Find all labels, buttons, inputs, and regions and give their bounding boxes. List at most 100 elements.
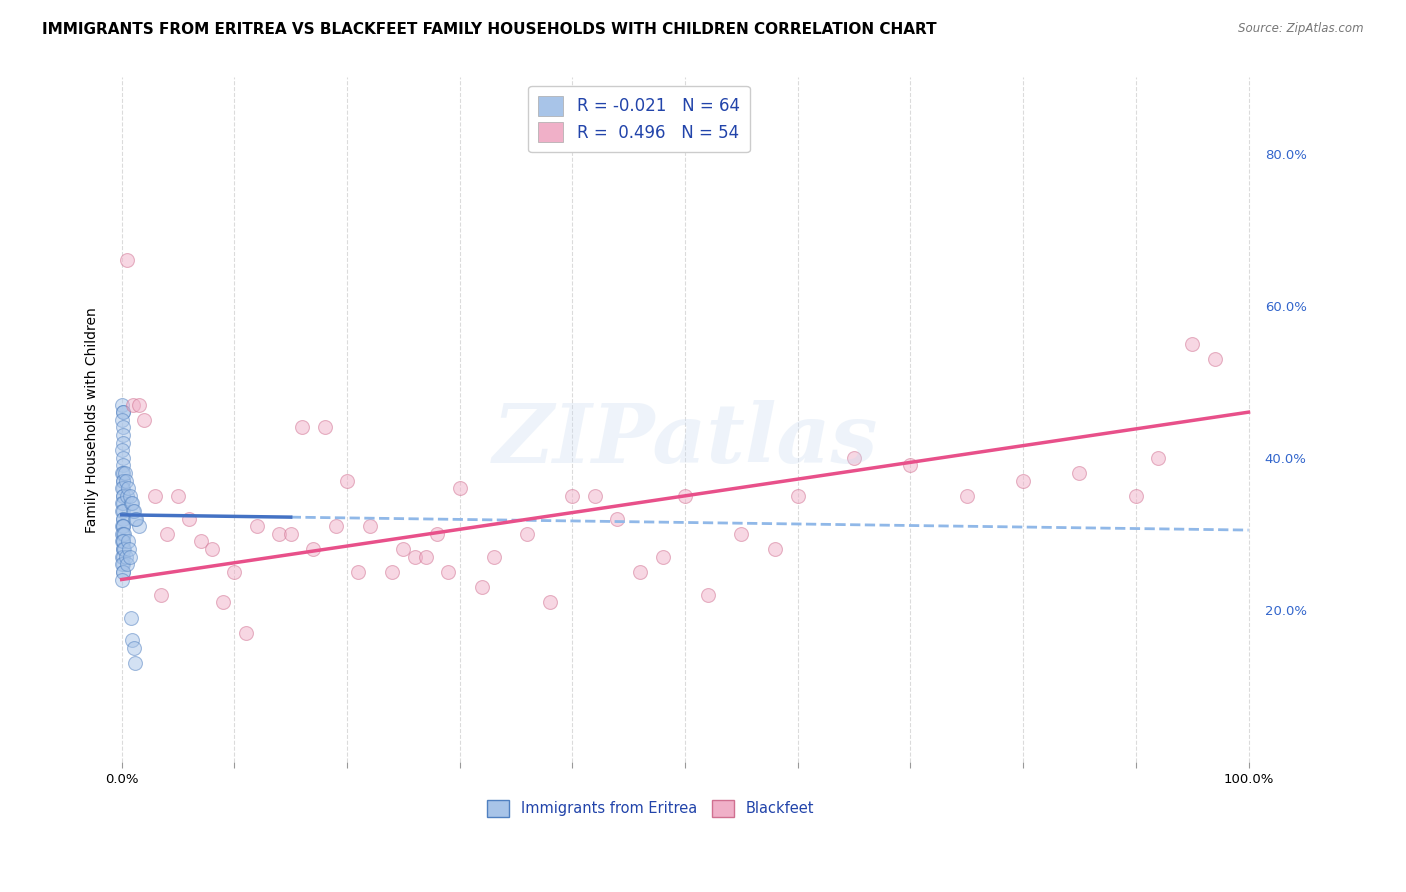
Point (134, 413, 156, 427)
Point (516, 527, 538, 541)
Point (437, 565, 460, 579)
Point (111, 496, 134, 510)
Point (111, 565, 134, 579)
Point (381, 565, 404, 579)
Point (842, 450, 865, 465)
Point (449, 481, 471, 495)
Point (111, 565, 134, 579)
Point (111, 398, 134, 412)
Point (120, 549, 142, 564)
Point (291, 420, 314, 434)
Point (359, 519, 381, 533)
Point (583, 489, 606, 503)
Point (426, 527, 449, 541)
Point (122, 398, 145, 412)
Point (900, 458, 922, 473)
Point (325, 519, 347, 533)
Point (114, 549, 136, 564)
Point (1069, 466, 1091, 480)
Point (117, 489, 139, 503)
Point (122, 504, 145, 518)
Point (111, 534, 134, 549)
Point (212, 595, 235, 609)
Point (673, 489, 696, 503)
Point (111, 489, 134, 503)
Point (111, 527, 134, 541)
Point (786, 489, 808, 503)
Point (111, 549, 134, 564)
Text: IMMIGRANTS FROM ERITREA VS BLACKFEET FAMILY HOUSEHOLDS WITH CHILDREN CORRELATION: IMMIGRANTS FROM ERITREA VS BLACKFEET FAM… (42, 22, 936, 37)
Point (246, 519, 269, 533)
Point (956, 489, 979, 503)
Point (111, 405, 134, 419)
Point (114, 542, 136, 557)
Point (347, 565, 370, 579)
Point (111, 542, 134, 557)
Point (112, 527, 135, 541)
Point (111, 466, 134, 480)
Point (111, 504, 134, 518)
Point (1204, 351, 1226, 366)
Point (111, 474, 134, 488)
Point (117, 252, 139, 267)
Point (111, 558, 134, 572)
Point (112, 474, 135, 488)
Point (1181, 336, 1204, 351)
Point (628, 565, 651, 579)
Point (111, 558, 134, 572)
Point (1012, 474, 1035, 488)
Point (128, 398, 150, 412)
Text: ZIPatlas: ZIPatlas (492, 401, 877, 480)
Point (156, 527, 179, 541)
Point (150, 588, 173, 602)
Point (128, 519, 150, 533)
Point (235, 625, 257, 640)
Point (111, 458, 134, 473)
Point (145, 489, 167, 503)
Point (122, 640, 145, 655)
Point (111, 466, 134, 480)
Point (111, 420, 134, 434)
Point (111, 481, 134, 495)
Point (111, 519, 134, 533)
Point (111, 549, 134, 564)
Point (124, 656, 146, 670)
Point (111, 519, 134, 533)
Point (117, 534, 139, 549)
Point (112, 534, 135, 549)
Point (471, 580, 494, 594)
Point (111, 527, 134, 541)
Point (1125, 489, 1147, 503)
Point (111, 511, 134, 525)
Point (115, 474, 138, 488)
Point (730, 527, 752, 541)
Point (763, 542, 786, 557)
Point (201, 542, 224, 557)
Point (392, 542, 415, 557)
Point (415, 549, 437, 564)
Point (111, 519, 134, 533)
Point (118, 542, 141, 557)
Point (111, 511, 134, 525)
Point (404, 549, 426, 564)
Point (120, 496, 142, 510)
Point (111, 496, 134, 510)
Point (118, 489, 141, 503)
Point (120, 610, 142, 624)
Point (538, 595, 561, 609)
Point (124, 511, 146, 525)
Point (111, 413, 134, 427)
Point (122, 504, 145, 518)
Point (112, 428, 135, 442)
Text: Source: ZipAtlas.com: Source: ZipAtlas.com (1239, 22, 1364, 36)
Point (111, 542, 134, 557)
Point (111, 443, 134, 458)
Point (111, 489, 134, 503)
Point (111, 405, 134, 419)
Point (111, 435, 134, 450)
Point (167, 489, 190, 503)
Point (117, 481, 139, 495)
Point (111, 504, 134, 518)
Point (336, 474, 359, 488)
Point (651, 549, 673, 564)
